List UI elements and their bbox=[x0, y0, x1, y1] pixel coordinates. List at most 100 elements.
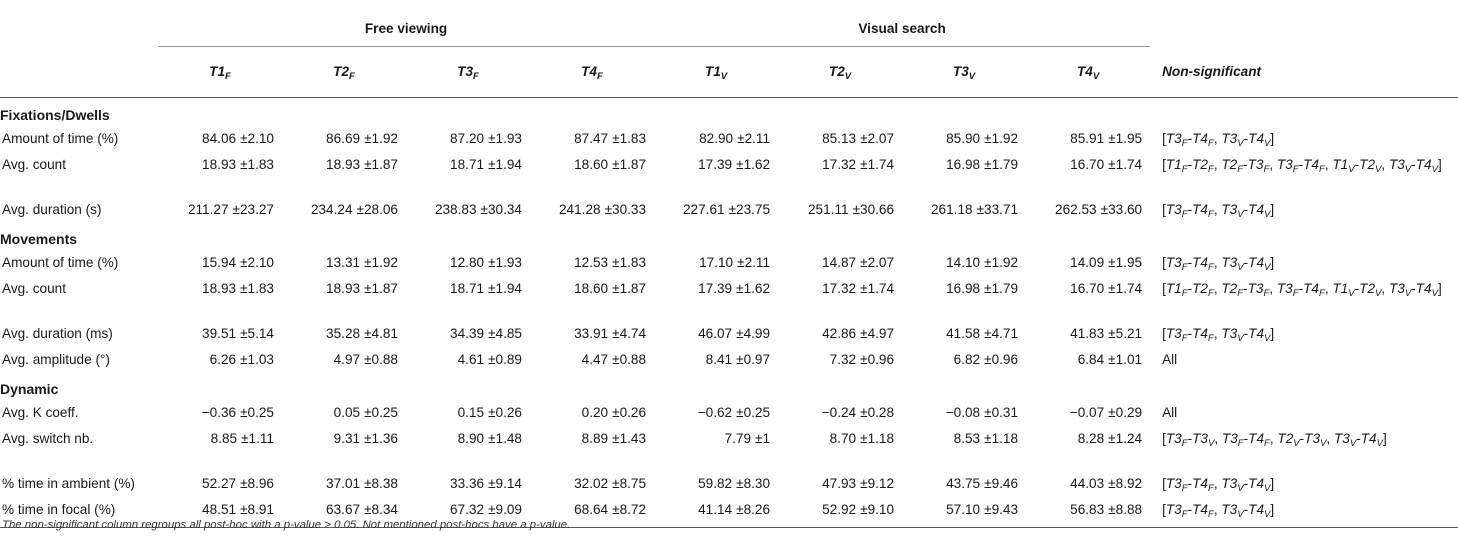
mean-value: 8.28 bbox=[1077, 431, 1105, 446]
sd-value: ±33.60 bbox=[1100, 202, 1143, 217]
sd-value: ±1.92 bbox=[364, 255, 398, 270]
non-significant-cell: [T1F-T2F, T2F-T3F, T3F-T4F, T1V-T2V, T3V… bbox=[1162, 157, 1442, 175]
row-label-header bbox=[0, 46, 158, 98]
mean-value: 52.92 bbox=[822, 502, 857, 517]
sd-value: ±8.91 bbox=[240, 502, 274, 517]
sd-value: ±8.26 bbox=[736, 502, 771, 517]
sd-value: ±1.87 bbox=[612, 157, 647, 172]
sd-value: ±9.43 bbox=[984, 502, 1019, 517]
value-cell: 41.14 ±8.26 bbox=[654, 496, 779, 528]
mean-value: 41.14 bbox=[698, 502, 733, 517]
mean-value: 0.20 bbox=[581, 405, 609, 420]
sd-value: ±0.25 bbox=[240, 405, 274, 420]
value-cell: 37.01 ±8.38 bbox=[282, 470, 406, 496]
col-header-t1v: T1V bbox=[654, 46, 779, 98]
mean-value: 85.13 bbox=[822, 131, 857, 146]
sd-value: ±1.94 bbox=[488, 281, 522, 296]
sd-value: ±1.93 bbox=[488, 255, 522, 270]
value-cell: 85.13 ±2.07 bbox=[778, 125, 902, 151]
sd-value: ±8.38 bbox=[364, 476, 398, 491]
sd-value: ±1.43 bbox=[612, 431, 647, 446]
value-cell: 8.89 ±1.43 bbox=[530, 425, 654, 470]
value-cell: 52.92 ±9.10 bbox=[778, 496, 903, 528]
sd-value: ±1.18 bbox=[860, 431, 895, 446]
value-cell: 7.32 ±0.96 bbox=[778, 346, 902, 372]
mean-value: 18.71 bbox=[450, 157, 485, 172]
mean-value: 12.53 bbox=[574, 255, 609, 270]
sd-value: ±2.07 bbox=[860, 131, 895, 146]
value-cell: 13.31 ±1.92 bbox=[282, 249, 406, 275]
value-cell: 262.53 ±33.60 bbox=[1026, 196, 1150, 222]
value-cell: 234.24 ±28.06 bbox=[282, 196, 406, 222]
mean-value: 52.27 bbox=[202, 476, 237, 491]
value-cell: 43.75 ±9.46 bbox=[902, 470, 1026, 496]
non-significant-cell: [T3F-T4F, T3V-T4V] bbox=[1162, 202, 1275, 220]
non-significant-cell: [T3F-T3V, T3F-T4F, T2V-T3V, T3V-T4V] bbox=[1162, 431, 1387, 449]
value-cell: 39.51 ±5.14 bbox=[158, 320, 282, 346]
sd-value: ±9.46 bbox=[984, 476, 1019, 491]
mean-value: 6.84 bbox=[1077, 352, 1105, 367]
mean-value: 14.09 bbox=[1070, 255, 1105, 270]
table-row: Avg. duration (s) 211.27 ±23.27 234.24 ±28.0… bbox=[0, 196, 1458, 222]
sd-value: ±0.25 bbox=[364, 405, 398, 420]
mean-value: 48.51 bbox=[202, 502, 237, 517]
table-row: Avg. count 18.93 ±1.83 18.93 ±1.87 18.71 ±1.94… bbox=[0, 151, 1458, 196]
sd-value: ±0.97 bbox=[736, 352, 771, 367]
section-title: Fixations/Dwells bbox=[0, 107, 110, 123]
mean-value: 227.61 bbox=[682, 202, 725, 217]
sd-value: ±0.28 bbox=[860, 405, 895, 420]
mean-value: 9.31 bbox=[333, 431, 361, 446]
sd-value: ±5.14 bbox=[240, 326, 274, 341]
mean-value: 12.80 bbox=[450, 255, 485, 270]
row-label: Avg. amplitude (°) bbox=[2, 352, 110, 367]
mean-value: 18.60 bbox=[574, 281, 609, 296]
value-cell: 18.60 ±1.87 bbox=[530, 151, 654, 196]
value-cell: 15.94 ±2.10 bbox=[158, 249, 282, 275]
sd-value: ±1.83 bbox=[612, 131, 647, 146]
mean-value: 8.70 bbox=[829, 431, 857, 446]
value-cell: 14.09 ±1.95 bbox=[1026, 249, 1150, 275]
sd-value: ±0.96 bbox=[860, 352, 895, 367]
mean-value: 262.53 bbox=[1055, 202, 1097, 217]
mean-value: 41.83 bbox=[1070, 326, 1105, 341]
sd-value: ±1.94 bbox=[488, 157, 522, 172]
value-cell: 0.20 ±0.26 bbox=[530, 399, 654, 425]
sd-value: ±4.81 bbox=[364, 326, 398, 341]
row-label: Avg. switch nb. bbox=[2, 431, 94, 446]
table-row: Avg. amplitude (°) 6.26 ±1.03 4.97 ±0.88 4.61… bbox=[0, 346, 1458, 372]
value-cell: 82.90 ±2.11 bbox=[654, 125, 778, 151]
mean-value: −0.24 bbox=[821, 405, 857, 420]
sd-value: ±1.74 bbox=[860, 281, 895, 296]
row-label: % time in focal (%) bbox=[0, 496, 158, 528]
mean-value: 17.32 bbox=[822, 281, 857, 296]
mean-value: 238.83 bbox=[434, 202, 477, 217]
sd-value: ±23.75 bbox=[728, 202, 771, 217]
value-cell: 8.28 ±1.24 bbox=[1026, 425, 1150, 470]
col-header-non-significant: Non-significant bbox=[1150, 46, 1458, 98]
mean-value: 33.36 bbox=[450, 476, 485, 491]
value-cell: 57.10 ±9.43 bbox=[902, 496, 1027, 528]
value-cell: 32.02 ±8.75 bbox=[530, 470, 654, 496]
sd-value: ±1.92 bbox=[984, 131, 1019, 146]
sd-value: ±2.11 bbox=[737, 255, 771, 270]
sd-value: ±5.21 bbox=[1108, 326, 1143, 341]
sd-value: ±0.89 bbox=[488, 352, 522, 367]
mean-value: 14.10 bbox=[946, 255, 981, 270]
mean-value: 68.64 bbox=[574, 502, 609, 517]
value-cell: 211.27 ±23.27 bbox=[158, 196, 282, 222]
sd-value: ±1.11 bbox=[241, 431, 274, 446]
mean-value: −0.08 bbox=[945, 405, 981, 420]
mean-value: 85.90 bbox=[946, 131, 981, 146]
mean-value: 46.07 bbox=[698, 326, 733, 341]
sd-value: ±1.24 bbox=[1108, 431, 1143, 446]
mean-value: 251.11 bbox=[807, 202, 849, 217]
value-cell: 68.64 ±8.72 bbox=[530, 496, 655, 528]
value-cell: 8.41 ±0.97 bbox=[654, 346, 778, 372]
mean-value: 4.47 bbox=[581, 352, 609, 367]
sd-value: ±1.62 bbox=[736, 157, 771, 172]
value-cell: 34.39 ±4.85 bbox=[406, 320, 530, 346]
value-cell: 17.39 ±1.62 bbox=[654, 151, 778, 196]
value-cell: 56.83 ±8.88 bbox=[1026, 496, 1151, 528]
sd-value: ±0.88 bbox=[612, 352, 647, 367]
